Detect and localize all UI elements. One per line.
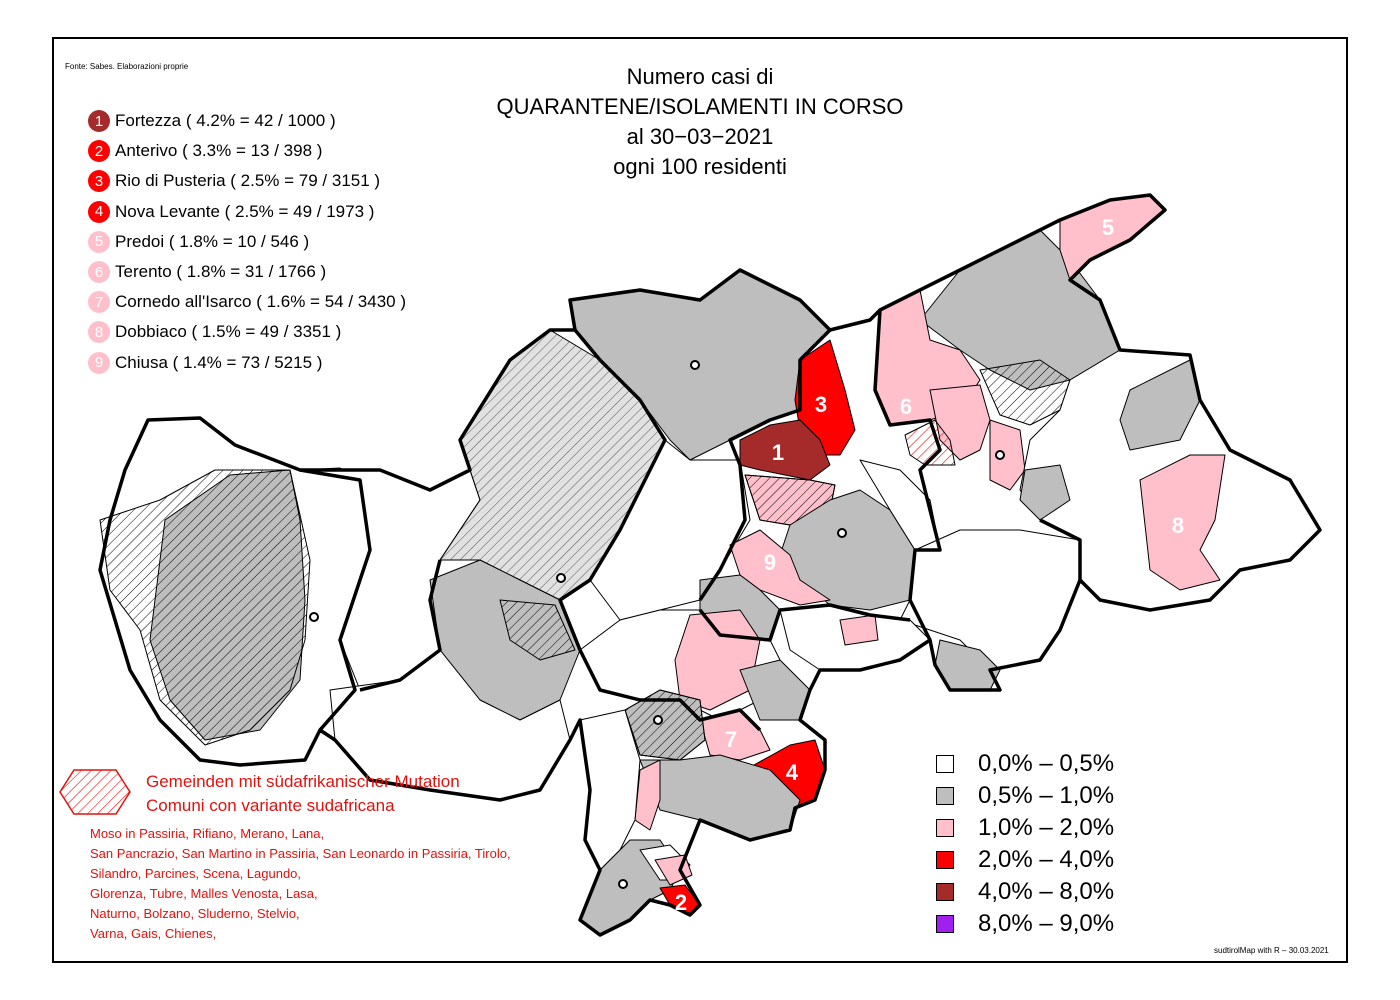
legend-swatch <box>936 787 954 805</box>
title-line-2: QUARANTENE/ISOLAMENTI IN CORSO <box>496 94 904 119</box>
legend-swatch <box>936 755 954 773</box>
city-marker-vipiteno <box>690 360 700 370</box>
district-lana-hatch-over <box>499 599 576 661</box>
mutation-line: Silandro, Parcines, Scena, Lagundo, <box>90 866 302 881</box>
district-fortezza <box>739 419 831 481</box>
rank-text: Fortezza ( 4.2% = 42 / 1000 ) <box>115 111 336 131</box>
legend-label: 1,0% – 2,0% <box>978 814 1115 841</box>
map-label-3: 3 <box>815 392 827 417</box>
district-bolzano-hatch-over <box>624 689 706 761</box>
legend-swatch <box>936 851 954 869</box>
map-label-2: 2 <box>675 890 687 915</box>
top-municipalities-list: 1 Fortezza ( 4.2% = 42 / 1000 ) 2 Anterivo… <box>88 106 406 378</box>
mutation-line: Naturno, Bolzano, Sluderno, Stelvio, <box>90 906 300 921</box>
mutation-title: Gemeinden mit südafrikanischer Mutation … <box>146 770 460 818</box>
legend-label: 0,0% – 0,5% <box>978 750 1115 777</box>
rank-row: 9 Chiusa ( 1.4% = 73 / 5215 ) <box>88 348 406 378</box>
rank-text: Terento ( 1.8% = 31 / 1766 ) <box>115 262 327 282</box>
rank-row: 3 Rio di Pusteria ( 2.5% = 79 / 3151 ) <box>88 166 406 196</box>
mutation-line: Varna, Gais, Chienes, <box>90 926 217 941</box>
legend-swatch <box>936 915 954 933</box>
map-label-9: 9 <box>764 550 776 575</box>
city-markers <box>309 360 1005 889</box>
map-number-labels: 1 2 3 4 5 6 7 8 9 <box>675 215 1184 915</box>
legend-row: 8,0% – 9,0% <box>936 908 1114 940</box>
district-selva-pink <box>839 614 879 646</box>
title-line-3: al 30−03−2021 <box>626 124 774 149</box>
legend-row: 0,0% – 0,5% <box>936 748 1114 780</box>
rank-row: 4 Nova Levante ( 2.5% = 49 / 1973 ) <box>88 197 406 227</box>
rank-number-badge: 6 <box>88 261 110 284</box>
city-marker-merano <box>556 573 566 583</box>
rank-number-badge: 1 <box>88 110 110 133</box>
district-perca <box>989 419 1026 491</box>
rank-number-badge: 7 <box>88 291 110 314</box>
rank-number-badge: 8 <box>88 321 110 344</box>
rank-row: 6 Terento ( 1.8% = 31 / 1766 ) <box>88 257 406 287</box>
legend-row: 0,5% – 1,0% <box>936 780 1114 812</box>
rank-text: Rio di Pusteria ( 2.5% = 79 / 3151 ) <box>115 171 381 191</box>
rank-text: Anterivo ( 3.3% = 13 / 398 ) <box>115 141 323 161</box>
title-line-4: ogni 100 residenti <box>613 154 787 179</box>
rank-row: 2 Anterivo ( 3.3% = 13 / 398 ) <box>88 136 406 166</box>
mutation-line: San Pancrazio, San Martino in Passiria, … <box>90 846 511 861</box>
legend-label: 0,5% – 1,0% <box>978 782 1115 809</box>
rank-row: 5 Predoi ( 1.8% = 10 / 546 ) <box>88 227 406 257</box>
district-venosta-hatch <box>99 469 311 746</box>
rank-row: 1 Fortezza ( 4.2% = 42 / 1000 ) <box>88 106 406 136</box>
rank-number-badge: 3 <box>88 170 110 193</box>
city-marker-egna <box>618 879 628 889</box>
map-frame <box>52 37 1348 963</box>
legend-row: 1,0% – 2,0% <box>936 812 1114 844</box>
rank-text: Predoi ( 1.8% = 10 / 546 ) <box>115 231 310 251</box>
rank-text: Chiusa ( 1.4% = 73 / 5215 ) <box>115 352 323 372</box>
legend-row: 4,0% – 8,0% <box>936 876 1114 908</box>
mutation-title-it: Comuni con variante sudafricana <box>146 796 395 815</box>
rank-number-badge: 9 <box>88 351 110 374</box>
legend-swatch <box>936 819 954 837</box>
district-renon-pink <box>674 609 761 711</box>
map-label-8: 8 <box>1172 513 1184 538</box>
mutation-municipality-list: Moso in Passiria, Rifiano, Merano, Lana,… <box>90 824 511 944</box>
source-note: Fonte: Sabes. Elaborazioni proprie <box>65 62 189 71</box>
district-borders <box>98 193 1322 937</box>
mutation-line: Moso in Passiria, Rifiano, Merano, Lana, <box>90 826 325 841</box>
district-tires-grey <box>739 659 811 721</box>
rank-number-badge: 5 <box>88 230 110 253</box>
rank-row: 7 Cornedo all'Isarco ( 1.6% = 54 / 3430 ) <box>88 287 406 317</box>
legend-label: 2,0% – 4,0% <box>978 846 1115 873</box>
map-label-7: 7 <box>725 727 737 752</box>
district-chienes-hatch <box>904 419 956 466</box>
mutation-title-de: Gemeinden mit südafrikanischer Mutation <box>146 772 460 791</box>
city-marker-bressanone <box>837 528 847 538</box>
map-label-6: 6 <box>900 394 912 419</box>
city-marker-brunico <box>995 450 1005 460</box>
legend-label: 8,0% – 9,0% <box>978 910 1115 937</box>
mutation-hatch-icon <box>59 769 131 815</box>
credit-note: sudtirolMap with R – 30.03.2021 <box>1214 946 1329 955</box>
mutation-line: Glorenza, Tubre, Malles Venosta, Lasa, <box>90 886 318 901</box>
map-label-5: 5 <box>1102 215 1114 240</box>
title-line-1: Numero casi di <box>626 64 774 89</box>
rank-number-badge: 2 <box>88 140 110 163</box>
rank-text: Cornedo all'Isarco ( 1.6% = 54 / 3430 ) <box>115 292 406 312</box>
rank-number-badge: 4 <box>88 200 110 223</box>
city-marker-bolzano <box>653 715 663 725</box>
city-marker-silandro <box>309 612 319 622</box>
district-monguelfo-grey <box>1019 464 1071 521</box>
rank-text: Dobbiaco ( 1.5% = 49 / 3351 ) <box>115 322 342 342</box>
color-legend: 0,0% – 0,5% 0,5% – 1,0% 1,0% – 2,0% 2,0%… <box>936 748 1114 940</box>
district-dobbiaco <box>1139 454 1226 591</box>
legend-swatch <box>936 883 954 901</box>
legend-label: 4,0% – 8,0% <box>978 878 1115 905</box>
map-label-4: 4 <box>786 760 799 785</box>
rank-row: 8 Dobbiaco ( 1.5% = 49 / 3351 ) <box>88 317 406 347</box>
legend-row: 2,0% – 4,0% <box>936 844 1114 876</box>
rank-text: Nova Levante ( 2.5% = 49 / 1973 ) <box>115 201 375 221</box>
map-title: Numero casi di QUARANTENE/ISOLAMENTI IN … <box>460 62 940 182</box>
map-label-1: 1 <box>772 440 784 465</box>
